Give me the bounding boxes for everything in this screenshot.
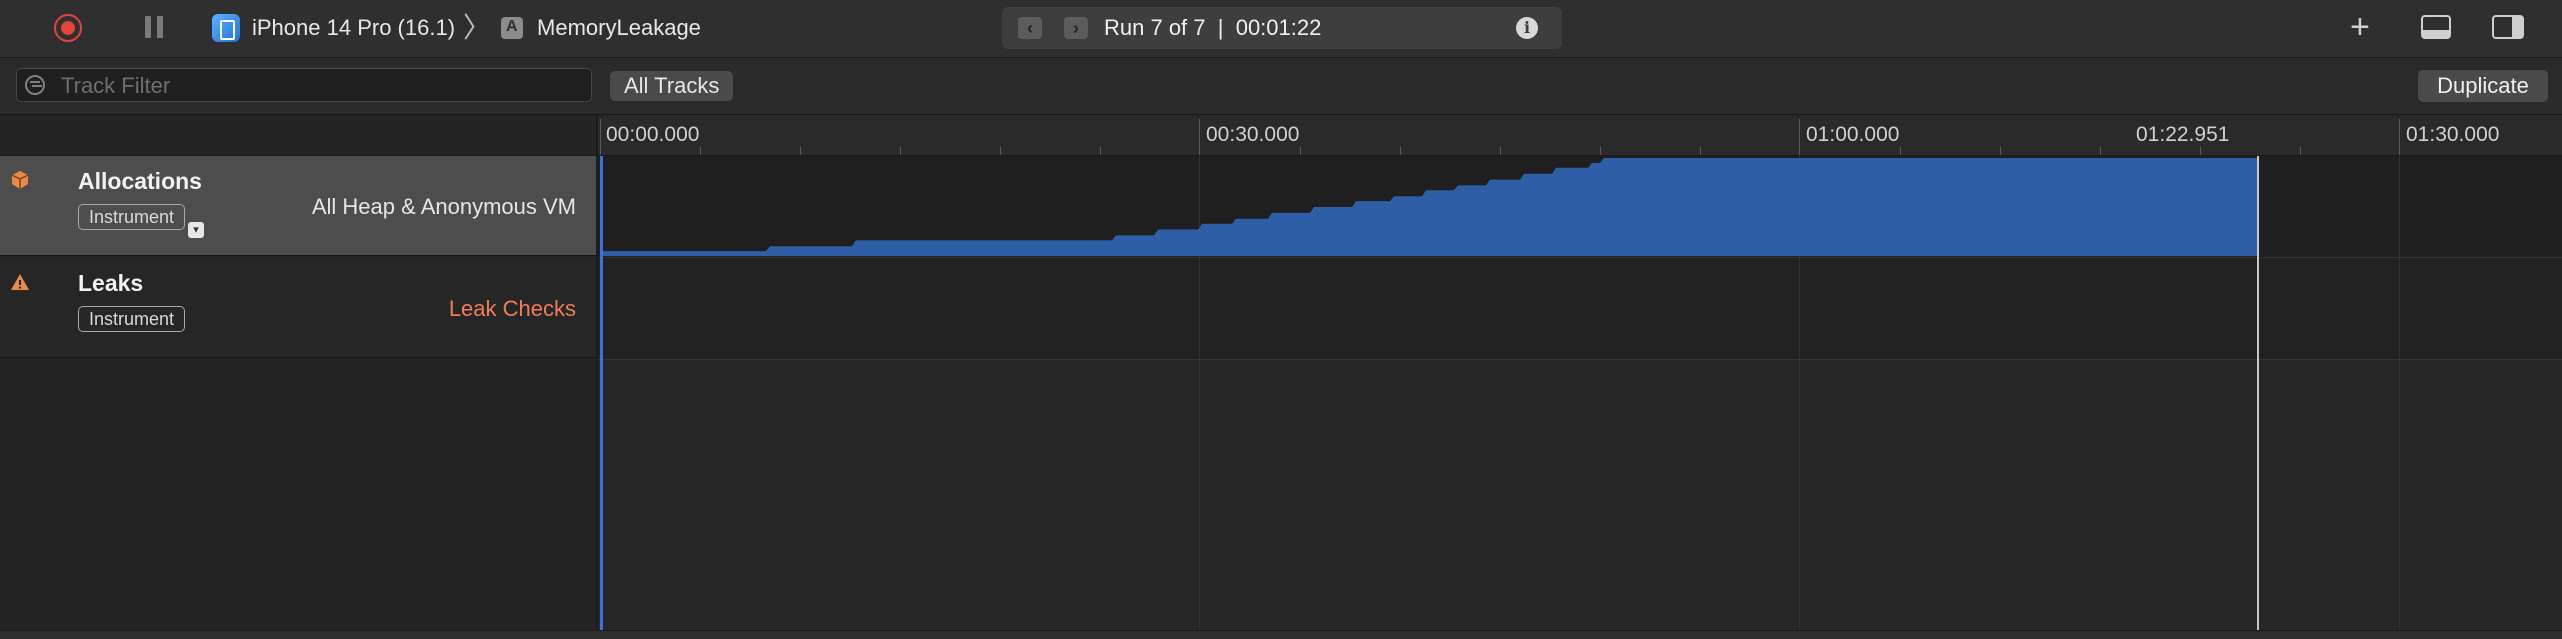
tick-label-30: 00:30.000 — [1206, 123, 1300, 146]
ruler-minor-tick — [800, 147, 801, 155]
track-filter-input[interactable] — [59, 71, 583, 101]
playhead[interactable] — [600, 156, 603, 630]
allocations-area-series — [600, 158, 2259, 256]
filter-icon — [25, 75, 45, 95]
tick-label-end: 01:22.951 — [2136, 123, 2230, 146]
toggle-bottom-panel-icon[interactable] — [2421, 15, 2451, 39]
tick-label-60: 01:00.000 — [1806, 123, 1900, 146]
recording-end-marker — [2257, 156, 2259, 630]
ruler-minor-tick — [700, 147, 701, 155]
timeline-ruler[interactable]: 00:00.000 00:30.000 01:00.000 01:22.951 … — [598, 115, 2562, 156]
app-target-icon — [501, 17, 524, 39]
track-detail-allocations[interactable]: All Heap & Anonymous VM — [311, 194, 576, 219]
all-tracks-button[interactable]: All Tracks — [610, 71, 734, 101]
ruler-minor-tick — [2200, 147, 2201, 155]
instrument-badge[interactable]: Instrument — [78, 306, 186, 332]
elapsed-time: 00:01:22 — [1235, 15, 1322, 40]
allocations-cube-icon — [11, 171, 29, 189]
ruler-minor-tick — [2000, 147, 2001, 155]
ruler-minor-tick — [2300, 147, 2301, 155]
pause-button[interactable] — [145, 16, 167, 40]
leaks-lane[interactable] — [598, 258, 2562, 360]
pause-icon — [145, 16, 151, 38]
add-instrument-button[interactable]: + — [2350, 8, 2370, 46]
ruler-minor-tick — [900, 147, 901, 155]
next-run-button[interactable]: › — [1064, 17, 1088, 39]
track-detail-leaks[interactable]: Leak Checks — [448, 296, 576, 321]
run-divider: | — [1217, 15, 1224, 40]
tick-label-0: 00:00.000 — [606, 123, 700, 146]
track-leaks[interactable]: Leaks Instrument Leak Checks — [0, 258, 596, 358]
ruler-minor-tick — [1300, 147, 1301, 155]
xcode-app-icon — [212, 14, 240, 42]
target-name[interactable]: MemoryLeakage — [537, 15, 701, 40]
filter-bar: All Tracks Duplicate — [0, 58, 2562, 115]
toolbar: iPhone 14 Pro (16.1) 〉 MemoryLeakage ‹ ›… — [0, 0, 2562, 58]
ruler-minor-tick — [1700, 147, 1701, 155]
device-name[interactable]: iPhone 14 Pro (16.1) — [252, 15, 456, 40]
track-allocations[interactable]: Allocations Instrument ▾ All Heap & Anon… — [0, 156, 596, 256]
ruler-minor-tick — [2100, 147, 2101, 155]
ruler-minor-tick — [1500, 147, 1501, 155]
chevron-right-icon: 〉 — [463, 12, 492, 43]
instrument-badge[interactable]: Instrument — [78, 204, 186, 230]
ruler-minor-tick — [1600, 147, 1601, 155]
record-button[interactable] — [54, 14, 82, 42]
empty-lanes — [598, 360, 2562, 630]
leaks-warning-icon — [11, 274, 29, 290]
ruler-minor-tick — [1100, 147, 1101, 155]
run-label: Run 7 of 7 — [1104, 15, 1206, 40]
ruler-minor-tick — [1000, 147, 1001, 155]
run-status-panel: ‹ › Run 7 of 7 | 00:01:22 i — [1002, 7, 1562, 49]
track-filter-field[interactable] — [16, 68, 592, 102]
ruler-minor-tick — [1900, 147, 1901, 155]
ruler-spacer — [0, 115, 596, 156]
bottom-scroll-bar[interactable] — [0, 630, 2562, 639]
scheme-selector[interactable]: iPhone 14 Pro (16.1) 〉 MemoryLeakage — [212, 10, 701, 46]
toggle-inspector-icon[interactable] — [2492, 15, 2524, 39]
ruler-minor-tick — [1400, 147, 1401, 155]
info-icon[interactable]: i — [1516, 17, 1538, 39]
chevron-down-icon[interactable]: ▾ — [188, 222, 204, 238]
duplicate-button[interactable]: Duplicate — [2418, 70, 2548, 102]
track-name-allocations: Allocations — [78, 168, 202, 194]
tick-label-90: 01:30.000 — [2406, 123, 2500, 146]
allocations-graph — [600, 158, 2259, 256]
track-list-divider[interactable] — [596, 115, 598, 630]
track-name-leaks: Leaks — [78, 270, 144, 296]
run-status-text: Run 7 of 7 | 00:01:22 — [1104, 14, 1321, 42]
timeline-area[interactable] — [598, 156, 2562, 630]
previous-run-button[interactable]: ‹ — [1018, 17, 1042, 39]
record-icon — [54, 14, 82, 42]
